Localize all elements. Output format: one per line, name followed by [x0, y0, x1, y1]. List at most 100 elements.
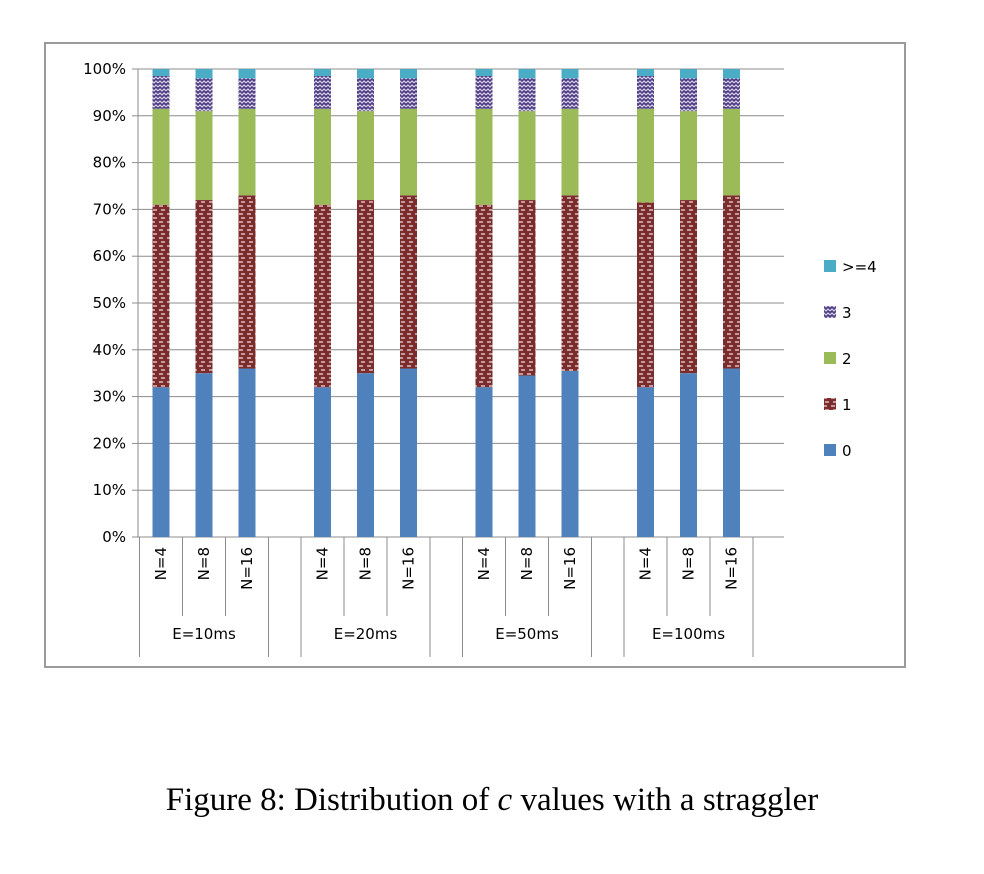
- bar-segment-2-10: [680, 111, 697, 201]
- category-label: N=8: [357, 547, 375, 580]
- category-label: N=4: [314, 547, 332, 580]
- bar-segment-gege4-11: [723, 69, 740, 79]
- bar-segment-gege4-6: [475, 69, 493, 77]
- bar-segment-3-2: [238, 78, 256, 109]
- bar-segment-2-8: [561, 108, 579, 196]
- y-tick-label: 70%: [93, 200, 126, 218]
- margin-text-fragments: [0, 0, 14, 874]
- category-label: N=4: [637, 547, 655, 580]
- bar-segment-0-10: [680, 373, 697, 537]
- bar-segment-0-0: [152, 387, 170, 537]
- group-label: E=50ms: [495, 625, 559, 643]
- y-tick-label: 60%: [93, 247, 126, 265]
- category-label: N=8: [195, 547, 213, 580]
- bar-segment-3-9: [637, 76, 654, 109]
- legend-label: >=4: [842, 258, 877, 276]
- bar-segment-0-5: [400, 368, 417, 537]
- bar-segment-3-1: [195, 78, 213, 112]
- caption-variable: c: [497, 782, 513, 818]
- y-tick-label: 40%: [93, 341, 126, 359]
- category-label: N=16: [238, 547, 256, 590]
- legend-swatch: [824, 260, 836, 272]
- bar-segment-3-11: [723, 78, 740, 109]
- bar-segment-gege4-2: [238, 69, 256, 79]
- bar-segment-1-4: [357, 200, 374, 374]
- y-tick-label: 30%: [93, 388, 126, 406]
- y-tick-label: 50%: [93, 294, 126, 312]
- y-tick-label: 100%: [83, 60, 126, 78]
- legend-swatch: [824, 398, 836, 410]
- bar-segment-2-7: [518, 111, 536, 201]
- bar-segment-1-2: [238, 195, 256, 369]
- bar-segment-gege4-4: [357, 69, 374, 79]
- bar-segment-2-1: [195, 111, 213, 201]
- bar-segment-gege4-10: [680, 69, 697, 79]
- y-tick-label: 0%: [102, 528, 126, 546]
- category-label: N=8: [680, 547, 698, 580]
- category-label: N=4: [475, 547, 493, 580]
- legend-swatch: [824, 306, 836, 318]
- legend-swatch: [824, 444, 836, 456]
- bar-segment-1-5: [400, 195, 417, 369]
- bar-segment-3-8: [561, 78, 579, 109]
- bars: [152, 69, 740, 537]
- y-axis-ticks: 0% 10% 20% 30% 40% 50% 60% 70% 80% 90% 100%: [83, 60, 126, 546]
- figure-caption: Figure 8: Distribution of c values with …: [0, 782, 984, 819]
- chart-frame: 0% 10% 20% 30% 40% 50% 60% 70% 80% 90% 100% E=10ms…: [44, 42, 906, 668]
- category-label: N=16: [723, 547, 741, 590]
- bar-segment-2-5: [400, 108, 417, 196]
- bar-segment-1-11: [723, 195, 740, 369]
- bar-segment-1-7: [518, 200, 536, 376]
- bar-segment-gege4-5: [400, 69, 417, 79]
- y-tick-label: 20%: [93, 434, 126, 452]
- group-label: E=100ms: [652, 625, 725, 643]
- group-label: E=10ms: [172, 625, 236, 643]
- group-label: E=20ms: [334, 625, 398, 643]
- bar-segment-2-2: [238, 108, 256, 196]
- bar-segment-1-8: [561, 195, 579, 371]
- bar-segment-gege4-9: [637, 69, 654, 77]
- stacked-bar-chart: 0% 10% 20% 30% 40% 50% 60% 70% 80% 90% 100% E=10ms…: [83, 60, 877, 657]
- bar-segment-0-4: [357, 373, 374, 537]
- bar-segment-1-1: [195, 200, 213, 374]
- bar-segment-0-6: [475, 387, 493, 537]
- bar-segment-1-9: [637, 202, 654, 388]
- bar-segment-2-6: [475, 108, 493, 205]
- bar-segment-1-10: [680, 200, 697, 374]
- legend: >=4 3 2 1 0: [824, 258, 877, 460]
- bar-segment-gege4-3: [314, 69, 331, 77]
- bar-segment-1-6: [475, 204, 493, 388]
- caption-prefix: Figure 8: Distribution of: [165, 782, 498, 818]
- bar-segment-1-0: [152, 204, 170, 388]
- legend-label: 3: [842, 304, 852, 322]
- bar-segment-3-10: [680, 78, 697, 112]
- bar-segment-0-9: [637, 387, 654, 537]
- bar-segment-3-5: [400, 78, 417, 109]
- bar-segment-3-6: [475, 76, 493, 109]
- bar-segment-gege4-7: [518, 69, 536, 79]
- bar-segment-gege4-8: [561, 69, 579, 79]
- category-label: N=8: [518, 547, 536, 580]
- bar-segment-0-1: [195, 373, 213, 537]
- bar-segment-2-0: [152, 108, 170, 205]
- legend-swatch: [824, 352, 836, 364]
- bar-segment-0-3: [314, 387, 331, 537]
- bar-segment-3-7: [518, 78, 536, 112]
- bar-segment-2-3: [314, 108, 331, 205]
- legend-label: 1: [842, 396, 852, 414]
- category-label: N=4: [152, 547, 170, 580]
- bar-segment-gege4-1: [195, 69, 213, 79]
- category-label: N=16: [400, 547, 418, 590]
- bar-segment-2-4: [357, 111, 374, 201]
- legend-label: 2: [842, 350, 852, 368]
- bar-segment-2-9: [637, 108, 654, 203]
- bar-segment-0-11: [723, 368, 740, 537]
- bar-segment-0-8: [561, 370, 579, 537]
- bar-segment-2-11: [723, 108, 740, 196]
- x-axis-categories: E=10ms E=20ms E=50ms E=100ms N=4 N=8 N=16 N=4 N=…: [139, 537, 754, 657]
- bar-segment-3-4: [357, 78, 374, 112]
- caption-suffix: values with a straggler: [512, 782, 819, 818]
- bar-segment-1-3: [314, 204, 331, 388]
- y-tick-label: 80%: [93, 154, 126, 172]
- category-label: N=16: [561, 547, 579, 590]
